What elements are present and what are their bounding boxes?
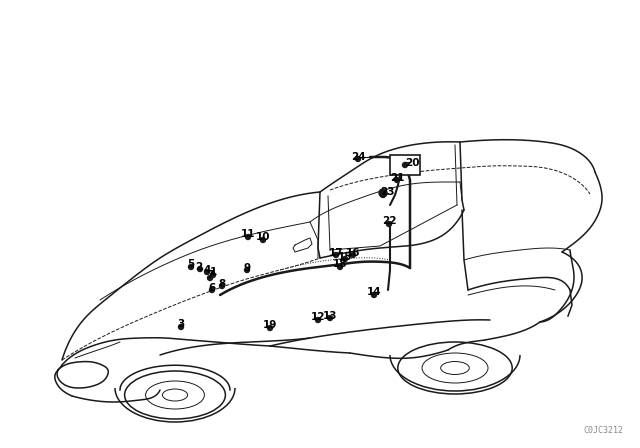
Circle shape xyxy=(371,293,376,297)
Circle shape xyxy=(207,276,212,280)
Circle shape xyxy=(198,267,202,271)
Text: 1: 1 xyxy=(209,267,216,277)
Text: 14: 14 xyxy=(367,287,381,297)
Text: 23: 23 xyxy=(380,187,394,197)
Circle shape xyxy=(211,272,216,277)
Text: 9: 9 xyxy=(243,263,251,273)
Text: 24: 24 xyxy=(351,152,365,162)
Text: 15: 15 xyxy=(338,252,352,262)
Circle shape xyxy=(403,163,408,168)
Circle shape xyxy=(379,189,387,197)
Text: 8: 8 xyxy=(218,279,226,289)
Text: 19: 19 xyxy=(263,320,277,330)
Circle shape xyxy=(189,264,193,270)
Circle shape xyxy=(355,156,360,161)
Circle shape xyxy=(387,221,392,227)
Text: 11: 11 xyxy=(241,229,255,239)
Bar xyxy=(390,155,420,175)
Text: 21: 21 xyxy=(390,173,404,183)
Text: 18: 18 xyxy=(333,259,348,269)
Circle shape xyxy=(337,264,342,270)
Circle shape xyxy=(209,288,214,293)
Circle shape xyxy=(394,177,399,182)
Text: 3: 3 xyxy=(177,319,184,329)
Circle shape xyxy=(268,326,273,331)
Circle shape xyxy=(244,267,250,272)
Circle shape xyxy=(328,315,333,320)
Text: 17: 17 xyxy=(329,248,343,258)
Text: 5: 5 xyxy=(188,259,195,269)
Circle shape xyxy=(333,253,339,258)
Circle shape xyxy=(381,193,385,198)
Circle shape xyxy=(179,324,184,329)
Text: 6: 6 xyxy=(209,283,216,293)
Circle shape xyxy=(316,318,321,323)
Circle shape xyxy=(260,237,266,242)
Text: 12: 12 xyxy=(311,312,325,322)
Circle shape xyxy=(246,234,250,240)
Text: 13: 13 xyxy=(323,311,337,321)
Circle shape xyxy=(220,284,225,289)
Circle shape xyxy=(351,253,355,258)
Text: 16: 16 xyxy=(346,248,360,258)
Text: 10: 10 xyxy=(256,232,270,242)
Text: 7: 7 xyxy=(206,270,214,280)
Circle shape xyxy=(342,257,348,262)
Text: 4: 4 xyxy=(204,265,211,275)
Circle shape xyxy=(205,270,209,275)
Text: 20: 20 xyxy=(404,158,419,168)
Text: 2: 2 xyxy=(195,262,203,272)
Text: C0JC3212: C0JC3212 xyxy=(583,426,623,435)
Text: 22: 22 xyxy=(381,216,396,226)
